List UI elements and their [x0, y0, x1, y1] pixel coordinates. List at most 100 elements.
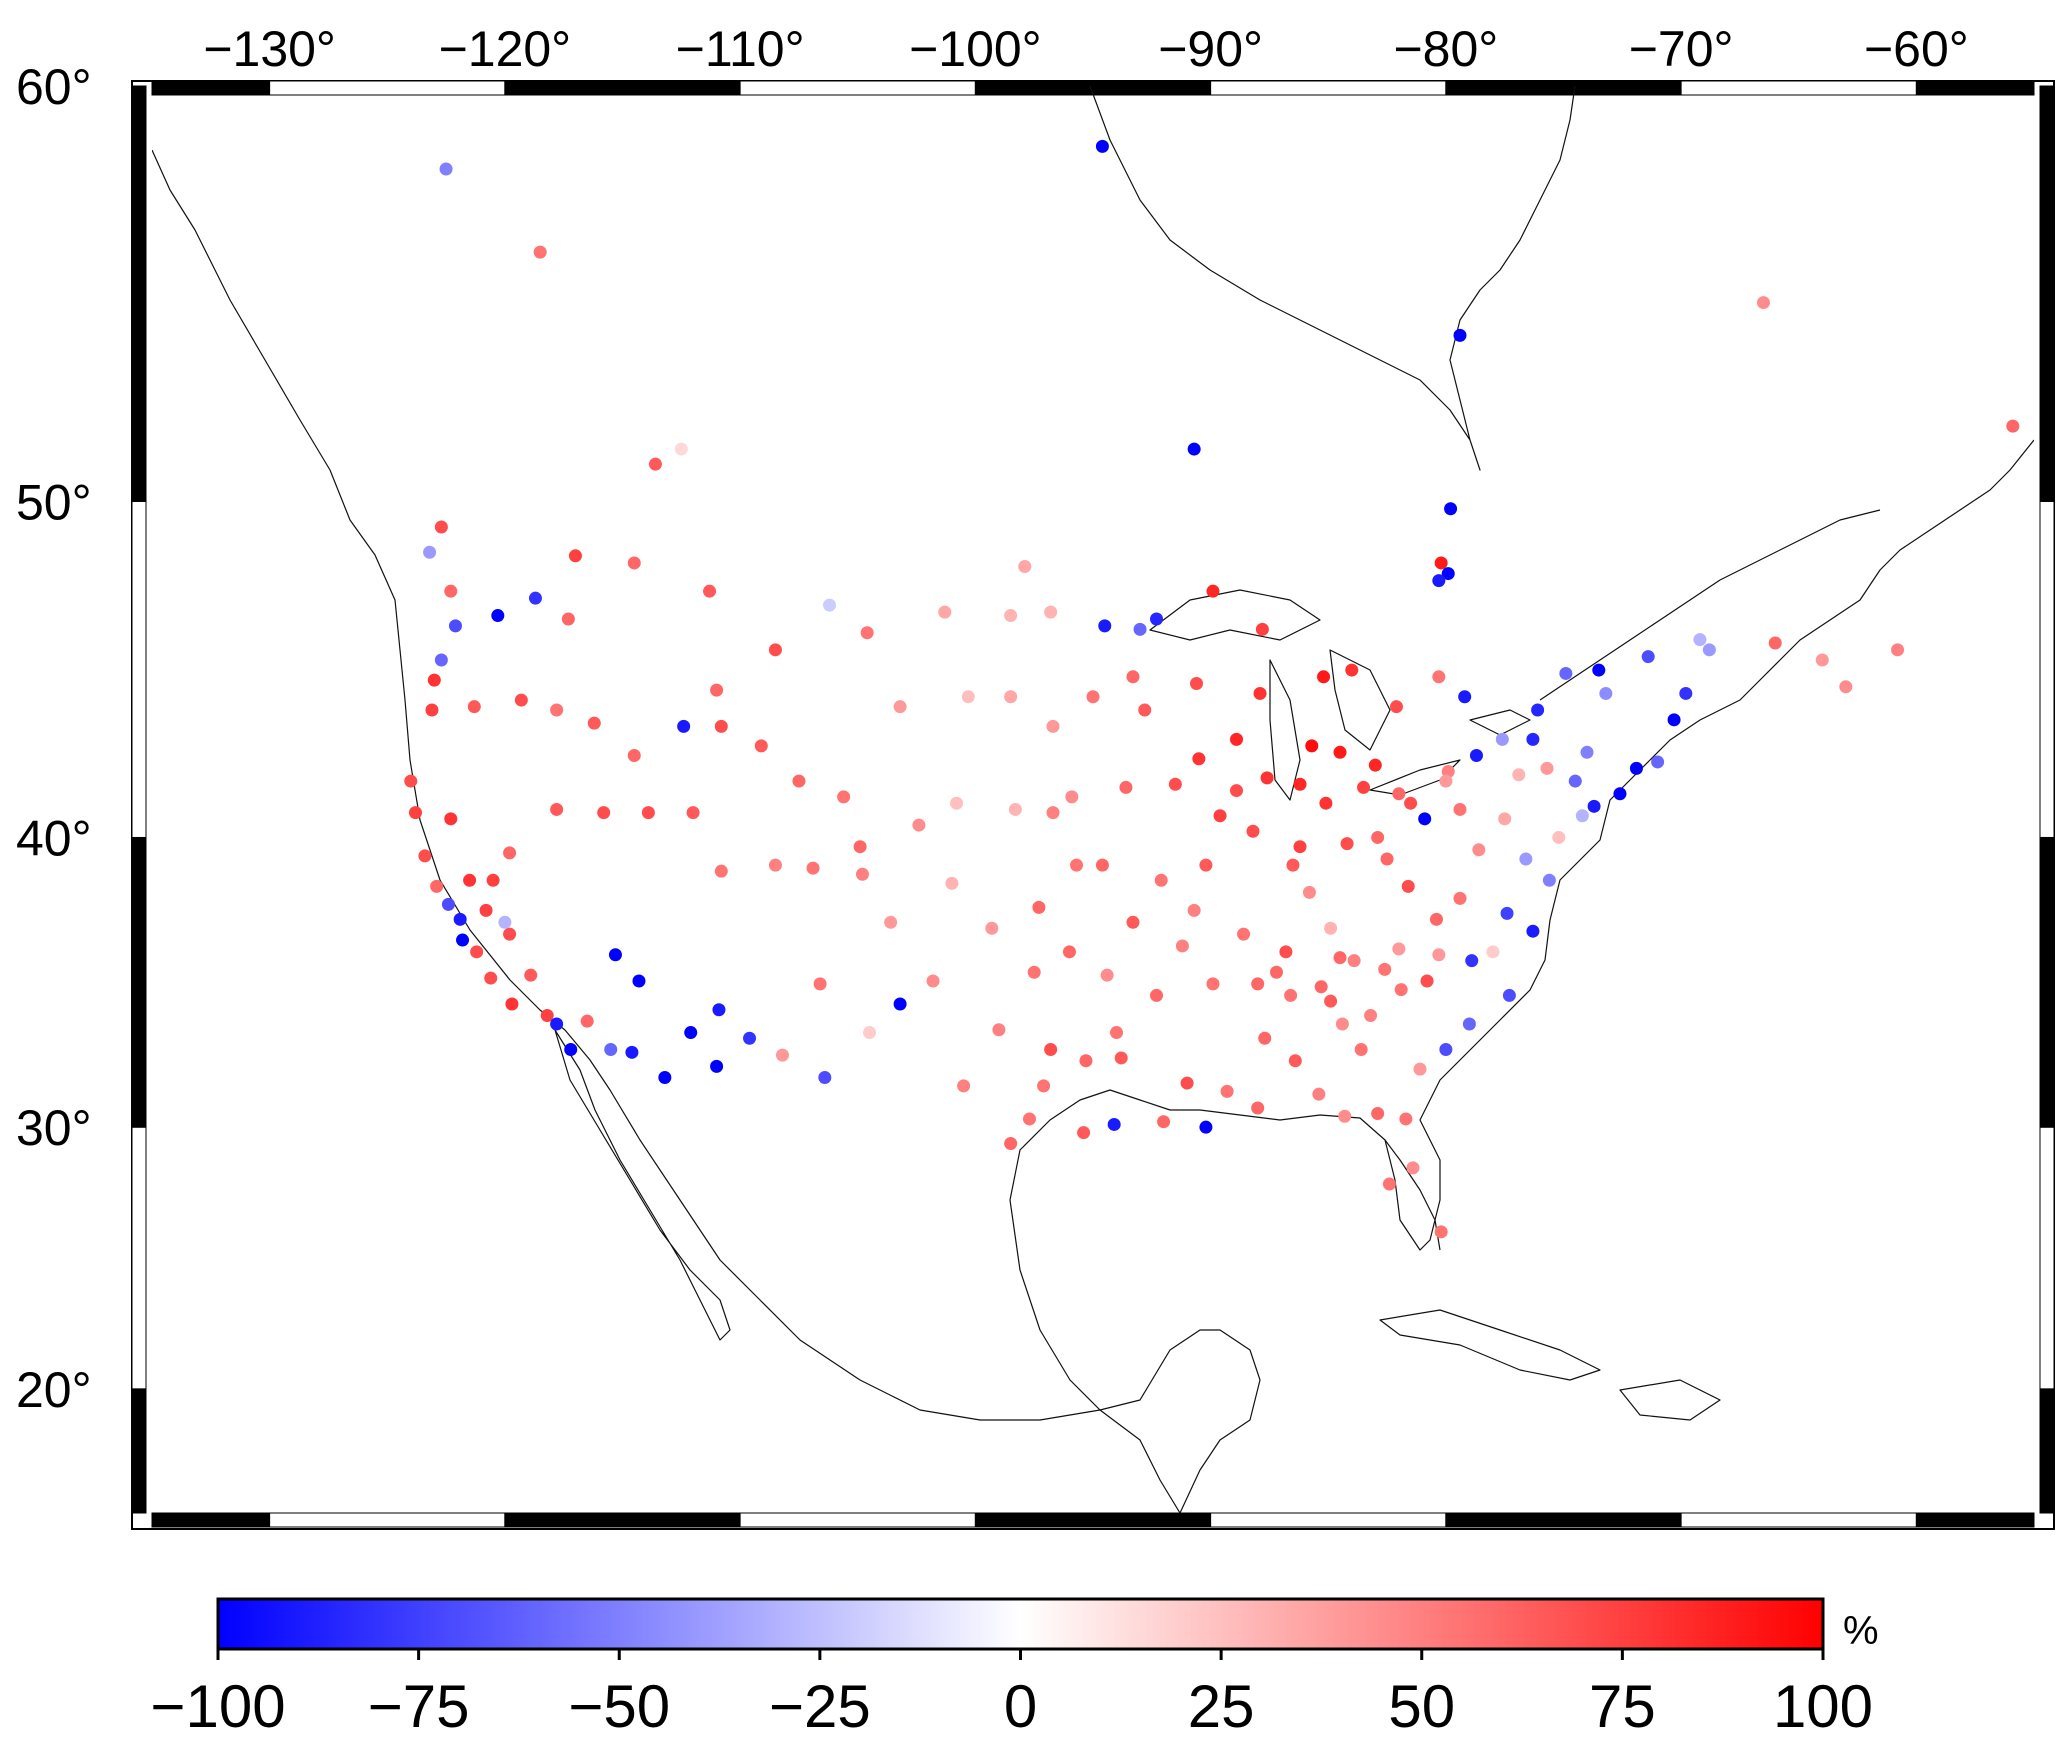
station-point — [587, 716, 601, 730]
colorbar-tick-label: −25 — [769, 1673, 871, 1740]
colorbar-gradient — [216, 1597, 1825, 1651]
station-point — [434, 653, 448, 667]
frame-bar-segment — [504, 1512, 741, 1528]
station-point — [1333, 745, 1347, 759]
frame-bar-segment — [1915, 80, 2035, 96]
latitude-tick-label: 20° — [16, 1362, 92, 1418]
latitude-tick-label: 50° — [16, 474, 92, 530]
station-point — [1404, 796, 1418, 810]
colorbar-unit-label: % — [1843, 1609, 1879, 1653]
frame-bar-segment — [151, 1512, 271, 1528]
station-point — [1382, 1177, 1396, 1191]
station-point — [479, 903, 493, 917]
station-point — [1399, 1112, 1413, 1126]
station-point — [608, 948, 622, 962]
longitude-tick-label: −130° — [203, 21, 336, 77]
station-point — [1302, 885, 1316, 899]
station-point — [1453, 328, 1467, 342]
station-point — [1150, 612, 1164, 626]
station-point — [1319, 796, 1333, 810]
station-point — [425, 703, 439, 717]
station-point — [1114, 1051, 1128, 1065]
station-point — [1580, 745, 1594, 759]
station-point — [1305, 739, 1319, 753]
station-point — [444, 584, 458, 598]
st-lawrence — [1539, 509, 1881, 701]
station-point — [992, 1023, 1006, 1037]
baja-coastline — [554, 1029, 731, 1341]
station-point — [1119, 780, 1133, 794]
colorbar-tick-label: 100 — [1773, 1673, 1873, 1740]
station-point — [893, 700, 907, 714]
station-point — [1008, 802, 1022, 816]
station-point — [1392, 942, 1406, 956]
longitude-tick-label: −120° — [439, 21, 572, 77]
station-point — [1371, 1106, 1385, 1120]
station-point — [1486, 945, 1500, 959]
station-point — [823, 598, 837, 612]
station-point — [448, 619, 462, 633]
station-point — [1429, 912, 1443, 926]
station-point — [604, 1043, 618, 1057]
station-point — [1255, 622, 1269, 636]
station-point — [625, 1045, 639, 1059]
station-point — [2006, 419, 2020, 433]
station-point — [1432, 948, 1446, 962]
station-point — [1022, 1112, 1036, 1126]
longitude-tick-label: −60° — [1864, 21, 1969, 77]
station-point — [768, 858, 782, 872]
longitude-tick-label: −100° — [909, 21, 1042, 77]
station-point — [491, 609, 505, 623]
station-point — [1018, 559, 1032, 573]
station-point — [1157, 1115, 1171, 1129]
station-point — [514, 693, 528, 707]
frame-bar-segment — [974, 1512, 1212, 1528]
frame-bar-segment — [2039, 1388, 2055, 1514]
station-point — [1354, 1043, 1368, 1057]
station-point — [533, 245, 547, 259]
station-point — [1154, 873, 1168, 887]
station-point — [503, 927, 517, 941]
station-point — [1768, 636, 1782, 650]
frame-bar-segment — [1680, 80, 1917, 96]
frame-bar-segment — [1915, 1512, 2035, 1528]
station-point — [1180, 1076, 1194, 1090]
station-point — [1575, 809, 1589, 823]
station-point — [441, 897, 455, 911]
station-point — [1434, 556, 1448, 570]
station-point — [1392, 787, 1406, 801]
station-point — [627, 749, 641, 763]
station-point — [1065, 790, 1079, 804]
station-point — [1086, 690, 1100, 704]
station-point — [1756, 296, 1770, 310]
station-point — [1378, 962, 1392, 976]
station-point — [1126, 915, 1140, 929]
frame-bar-segment — [131, 1126, 147, 1390]
station-point — [1364, 1008, 1378, 1022]
station-point — [427, 673, 441, 687]
station-point — [1032, 900, 1046, 914]
station-point — [714, 864, 728, 878]
station-point — [550, 802, 564, 816]
station-point — [1587, 799, 1601, 813]
colorbar-tick-label: 75 — [1589, 1673, 1656, 1740]
frame-bar-segment — [1210, 80, 1447, 96]
station-point — [1138, 703, 1152, 717]
station-point — [813, 977, 827, 991]
station-point — [938, 605, 952, 619]
station-point — [1371, 830, 1385, 844]
station-point — [1472, 843, 1486, 857]
station-point — [1531, 703, 1545, 717]
station-point — [1406, 1161, 1420, 1175]
frame-bar-segment — [2039, 836, 2055, 1128]
station-point — [1258, 1031, 1272, 1045]
station-point — [1815, 653, 1829, 667]
station-point — [503, 846, 517, 860]
station-point — [1891, 643, 1905, 657]
station-point — [1526, 924, 1540, 938]
station-point — [1333, 951, 1347, 965]
colorbar-tick-label: 50 — [1388, 1673, 1455, 1740]
station-point — [1317, 670, 1331, 684]
station-point — [860, 626, 874, 640]
station-point — [632, 974, 646, 988]
